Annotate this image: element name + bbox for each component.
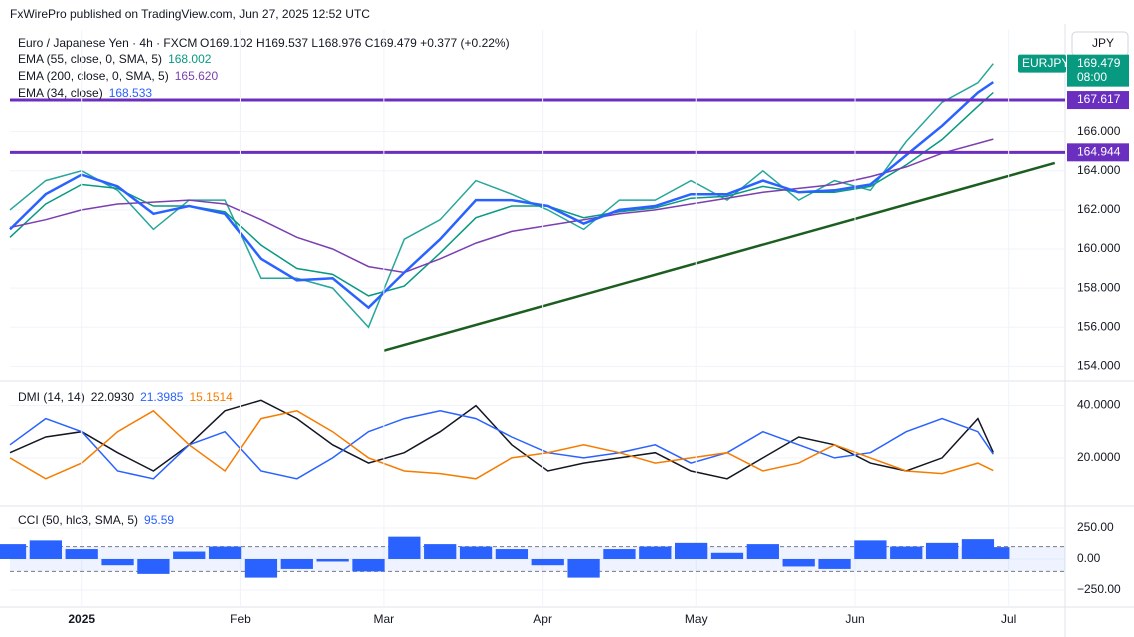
y-tick-label: 160.000 [1077, 241, 1121, 255]
legend-entry: EMA (55, close, 0, SMA, 5) [18, 52, 162, 66]
series-line [9, 410, 994, 480]
level-label: 164.944 [1077, 144, 1121, 158]
cci-bar [459, 546, 493, 559]
legend-value: 168.533 [109, 86, 153, 100]
indicator-value: 95.59 [144, 513, 174, 527]
cci-bar [208, 546, 242, 559]
x-tick-label: Mar [374, 612, 395, 626]
cci-bar [65, 549, 98, 559]
y-tick-label: 164.000 [1077, 163, 1121, 177]
symbol-tag [1018, 54, 1066, 73]
cci-bar [925, 542, 959, 559]
cci-bar [101, 558, 134, 566]
cci-bar [531, 558, 564, 566]
cci-bar [495, 549, 529, 559]
cci-bar [316, 558, 349, 562]
y-tick-label: 20.0000 [1077, 450, 1121, 464]
cci-bar [746, 544, 779, 559]
cci-bar [244, 558, 278, 578]
cci-bar [29, 540, 62, 559]
y-tick-label: 40.0000 [1077, 398, 1121, 412]
level-tag [1067, 91, 1129, 110]
published-note: FxWirePro published on TradingView.com, … [10, 7, 370, 21]
y-tick-label: 156.000 [1077, 319, 1121, 333]
y-tick-label: 250.00 [1077, 520, 1114, 534]
indicator-value: 21.3985 [140, 390, 184, 404]
last-price: 169.479 [1077, 56, 1121, 70]
x-tick-label: 2025 [68, 612, 95, 626]
cci-bar [639, 546, 672, 559]
legend-value: 168.002 [168, 52, 212, 66]
legend-value: 165.620 [175, 69, 219, 83]
series-line [9, 138, 994, 274]
cci-bar [710, 552, 744, 559]
x-tick-label: Jul [1001, 612, 1016, 626]
cci-bar [424, 544, 457, 559]
series-line [9, 409, 994, 480]
legend-entry: EMA (200, close, 0, SMA, 5) [18, 69, 169, 83]
cci-bar [675, 542, 708, 559]
legend-entry: EMA (34, close) [18, 86, 103, 100]
x-tick-label: Jun [845, 612, 864, 626]
y-tick-label: 166.000 [1077, 124, 1121, 138]
y-tick-label: 154.000 [1077, 358, 1121, 372]
x-tick-label: May [685, 612, 708, 626]
cci-bar [818, 558, 851, 569]
indicator-value: 22.0930 [91, 390, 135, 404]
symbol-title: Euro / Japanese Yen · 4h · FXCM [18, 36, 197, 50]
cci-bar [977, 547, 1010, 559]
ohlc: O169.102 H169.537 L168.976 C169.479 +0.3… [200, 36, 510, 50]
currency[interactable]: JPY [1092, 36, 1114, 50]
cci-bar [173, 551, 206, 559]
y-tick-label: −250.00 [1077, 582, 1121, 596]
indicator-value: 15.1514 [189, 390, 233, 404]
countdown: 08:00 [1077, 70, 1107, 84]
x-tick-label: Feb [230, 612, 251, 626]
x-tick-label: Apr [533, 612, 552, 626]
cci-bar [388, 536, 421, 559]
series-line [9, 81, 995, 310]
price-tag [1067, 54, 1129, 87]
indicator-title: DMI (14, 14) [18, 390, 85, 404]
y-tick-label: 158.000 [1077, 280, 1121, 294]
level-label: 167.617 [1077, 92, 1121, 106]
cci-bar [603, 549, 636, 559]
y-tick-label: 0.00 [1077, 551, 1101, 565]
cci-bar [567, 558, 600, 578]
indicator-title: CCI (50, hlc3, SMA, 5) [18, 513, 138, 527]
series-line [9, 91, 994, 297]
cci-bar [280, 558, 313, 569]
cci-bar [782, 558, 815, 567]
cci-bar [0, 544, 27, 559]
cci-bar [352, 558, 385, 572]
cci-bar [854, 540, 887, 559]
cci-bar [137, 558, 170, 574]
cci-bar [890, 546, 923, 559]
trendline [383, 161, 1056, 352]
level-tag [1067, 143, 1129, 162]
symbol-tag-label: EURJPY [1022, 56, 1069, 70]
series-line [9, 399, 994, 480]
y-tick-label: 162.000 [1077, 202, 1121, 216]
